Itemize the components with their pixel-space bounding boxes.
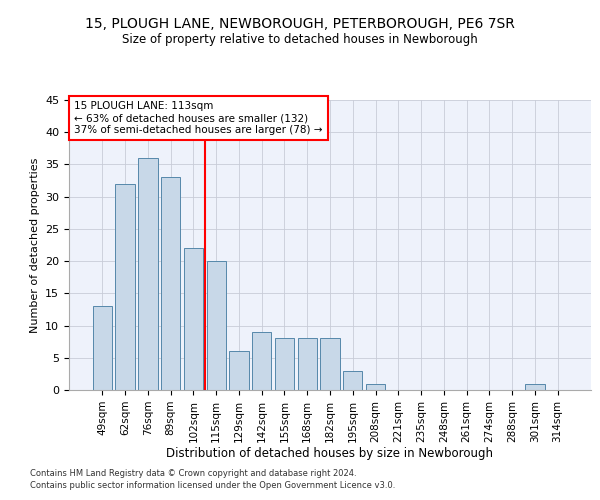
Bar <box>525 384 545 390</box>
Bar <box>115 184 135 390</box>
Y-axis label: Number of detached properties: Number of detached properties <box>29 158 40 332</box>
Text: Size of property relative to detached houses in Newborough: Size of property relative to detached ho… <box>122 32 478 46</box>
Bar <box>93 306 112 390</box>
X-axis label: Distribution of detached houses by size in Newborough: Distribution of detached houses by size … <box>167 448 493 460</box>
Bar <box>320 338 340 390</box>
Text: 15 PLOUGH LANE: 113sqm
← 63% of detached houses are smaller (132)
37% of semi-de: 15 PLOUGH LANE: 113sqm ← 63% of detached… <box>74 102 323 134</box>
Bar <box>161 178 181 390</box>
Text: Contains HM Land Registry data © Crown copyright and database right 2024.: Contains HM Land Registry data © Crown c… <box>30 468 356 477</box>
Bar <box>298 338 317 390</box>
Bar <box>343 370 362 390</box>
Bar <box>366 384 385 390</box>
Bar <box>206 261 226 390</box>
Text: 15, PLOUGH LANE, NEWBOROUGH, PETERBOROUGH, PE6 7SR: 15, PLOUGH LANE, NEWBOROUGH, PETERBOROUG… <box>85 18 515 32</box>
Text: Contains public sector information licensed under the Open Government Licence v3: Contains public sector information licen… <box>30 481 395 490</box>
Bar <box>275 338 294 390</box>
Bar <box>184 248 203 390</box>
Bar <box>229 352 248 390</box>
Bar <box>252 332 271 390</box>
Bar <box>138 158 158 390</box>
